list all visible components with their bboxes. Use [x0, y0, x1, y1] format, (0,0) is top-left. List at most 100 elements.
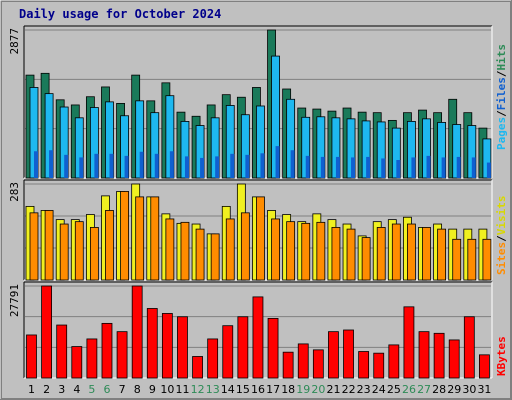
day-label: 12	[191, 383, 205, 396]
kbytes-bar	[41, 285, 52, 379]
kbytes-bar	[373, 352, 385, 379]
sites-bar	[44, 210, 54, 281]
sites-bar	[346, 228, 356, 281]
pages-bar	[139, 151, 144, 178]
pages-bar	[124, 155, 129, 178]
day-label: 16	[251, 383, 265, 396]
pages-bar	[200, 157, 205, 178]
day-label: 13	[206, 383, 220, 396]
day-label: 10	[160, 383, 174, 396]
sites-bar	[482, 238, 492, 281]
pages-bar	[290, 150, 295, 178]
pages-bar	[335, 156, 340, 178]
kbytes-bar	[71, 346, 83, 379]
kbytes-bar	[101, 322, 113, 379]
day-label: 2	[43, 383, 50, 396]
visits-sites-panel: 283	[8, 179, 493, 281]
day-label: 28	[432, 383, 446, 396]
sites-bar	[165, 218, 175, 281]
day-label: 9	[149, 383, 156, 396]
kbytes-bar	[328, 331, 339, 379]
kbytes-bar	[86, 338, 98, 379]
kbytes-bar	[463, 316, 475, 379]
kbytes-bar	[267, 318, 279, 379]
day-label: 25	[387, 383, 401, 396]
day-label: 18	[281, 383, 295, 396]
day-label: 7	[119, 383, 126, 396]
sites-bar	[331, 227, 341, 281]
sites-bar	[89, 227, 99, 281]
sites-bar	[452, 238, 462, 281]
day-label: 14	[221, 383, 235, 396]
sites-bar	[316, 221, 326, 281]
sites-bar	[105, 210, 114, 281]
kbytes-bar	[282, 351, 294, 379]
day-label: 11	[176, 383, 190, 396]
kbytes-bar	[388, 344, 400, 379]
pages-bar	[154, 153, 159, 178]
kbytes-bar	[479, 354, 490, 379]
day-label: 31	[477, 383, 491, 396]
sites-bar	[135, 196, 145, 281]
pages-bar	[441, 157, 446, 178]
day-label: 17	[266, 383, 280, 396]
kbytes-bar	[207, 338, 219, 379]
kbytes-bar	[161, 313, 173, 379]
sites-bar	[225, 218, 235, 281]
pages-bar	[94, 153, 99, 178]
kbytes-label: KBytes	[495, 336, 508, 376]
sites-bar	[29, 212, 39, 281]
hits-files-pages-max-label: 2877	[8, 28, 21, 55]
day-label: 6	[104, 383, 111, 396]
pages-bar	[351, 157, 356, 178]
kbytes-bar	[146, 308, 158, 379]
day-label: 15	[236, 383, 250, 396]
sites-bar	[422, 227, 431, 281]
pages-bar	[366, 156, 371, 178]
pages-files-hits-label: Pages/Files/Hits	[495, 44, 508, 150]
pages-bar	[245, 154, 250, 178]
kbytes-bar	[433, 332, 445, 379]
day-label: 5	[88, 383, 95, 396]
kbytes-bar	[26, 334, 37, 379]
pages-bar	[471, 157, 476, 178]
day-label: 23	[357, 383, 371, 396]
pages-bar	[411, 157, 416, 178]
kbytes-bar	[448, 339, 460, 379]
pages-bar	[426, 155, 431, 178]
kbytes-bar	[403, 306, 415, 379]
kbytes-max-label: 27791	[8, 284, 21, 317]
sites-bar	[256, 196, 265, 281]
kbytes-bar	[222, 325, 234, 379]
sites-bar	[120, 191, 129, 281]
pages-bar	[396, 159, 401, 178]
pages-bar	[486, 162, 491, 178]
kbytes-bar	[177, 316, 188, 379]
day-label: 3	[58, 383, 65, 396]
day-label: 8	[134, 383, 141, 396]
sites-bar	[301, 222, 311, 281]
pages-bar	[64, 154, 69, 178]
day-label: 30	[462, 383, 476, 396]
sites-bar	[74, 221, 84, 281]
sites-bar	[59, 223, 69, 281]
day-label: 20	[311, 383, 325, 396]
chart-title: Daily usage for October 2024	[19, 7, 221, 21]
sites-bar	[407, 223, 416, 281]
pages-bar	[381, 158, 386, 178]
sites-bar	[286, 221, 296, 281]
kbytes-bar	[418, 331, 430, 379]
visits-sites-max-label: 283	[8, 182, 21, 202]
chart-panels: 2877 283 27791	[8, 25, 493, 379]
kbytes-bar	[343, 329, 354, 379]
day-label: 22	[342, 383, 356, 396]
pages-bar	[184, 156, 189, 178]
pages-bar	[320, 156, 325, 178]
day-label: 29	[447, 383, 461, 396]
sites-visits-label: Sites/Visits	[495, 196, 508, 276]
hits-files-pages-panel: 2877	[8, 25, 493, 179]
pages-bar	[305, 155, 310, 178]
day-label: 26	[402, 383, 416, 396]
